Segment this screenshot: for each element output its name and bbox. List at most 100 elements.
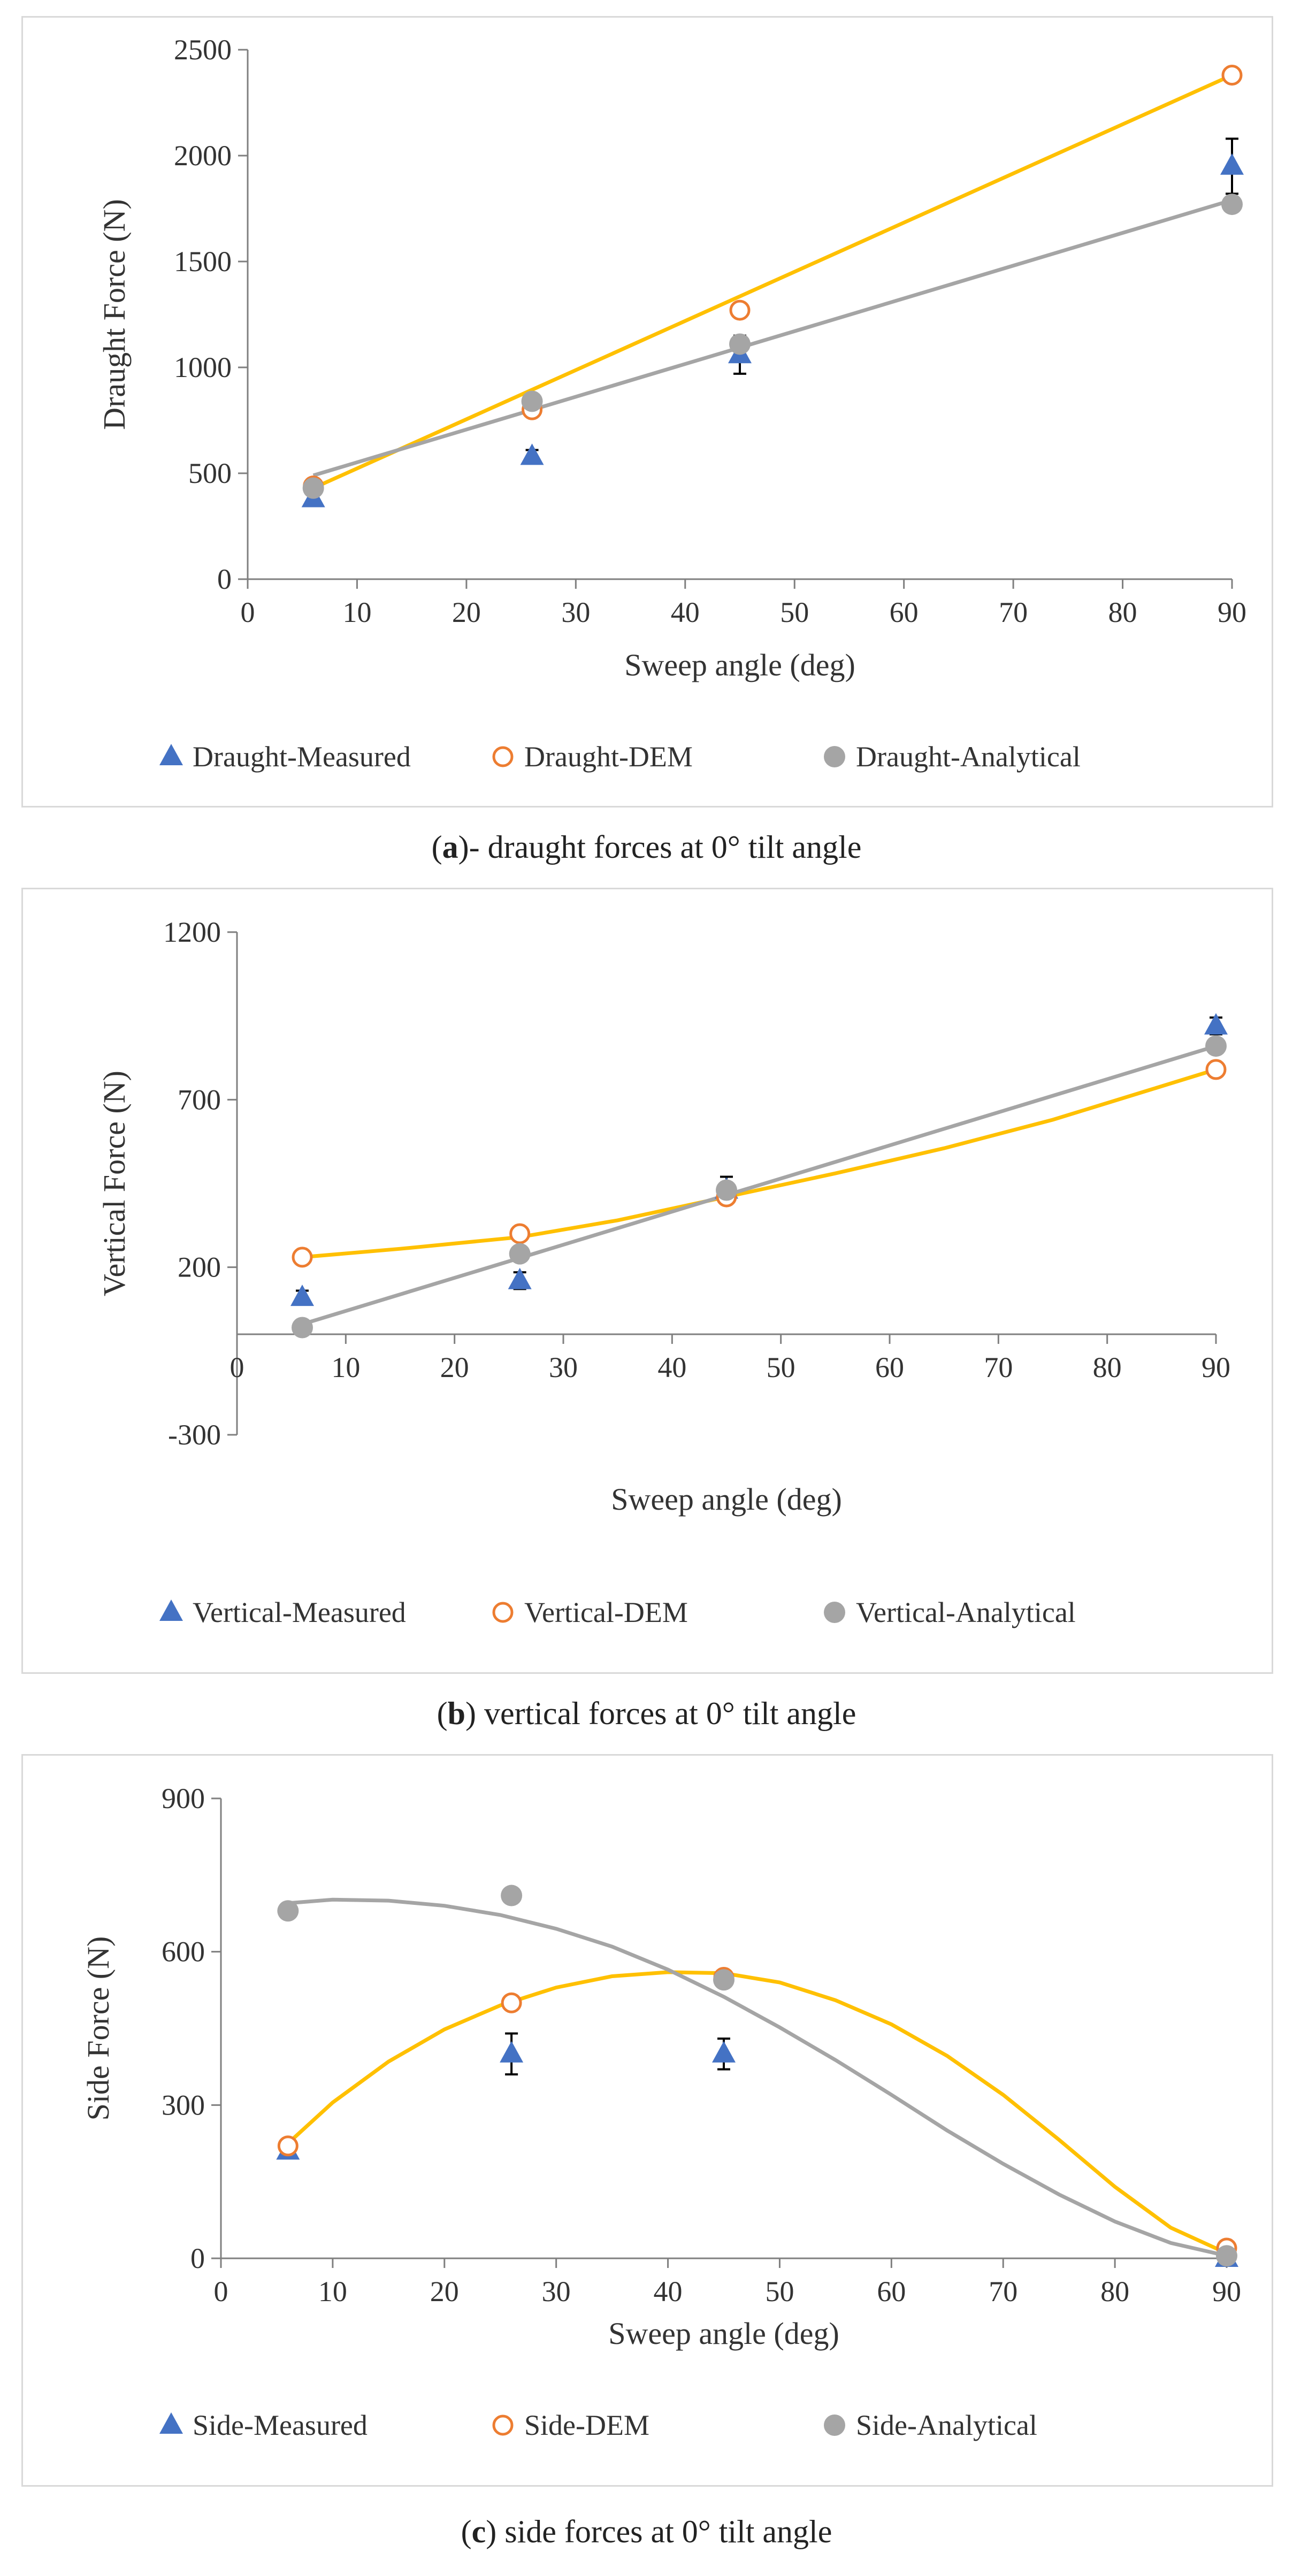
data-point: [1216, 2245, 1237, 2267]
legend-marker: [824, 746, 845, 767]
x-tick-label: 10: [331, 1351, 360, 1383]
x-tick-label: 80: [1093, 1351, 1122, 1383]
trendline: [302, 1067, 1217, 1259]
chart-panel-side: 0 300 600 900 0 10 20 30 40 50 60 70 80 90 Sweep angle…: [21, 1754, 1273, 2487]
legend-marker: [159, 744, 183, 765]
legend-label: Side-DEM: [524, 2409, 649, 2441]
data-point: [508, 1267, 532, 1289]
x-tick-label: 90: [1212, 2275, 1241, 2308]
data-point: [1205, 1059, 1227, 1080]
y-tick-label: 0: [190, 2242, 205, 2274]
x-axis-title: Sweep angle (deg): [608, 2316, 839, 2351]
series-vertical-measured: [290, 1013, 1228, 1306]
legend-marker: [492, 2414, 514, 2436]
x-axis-title: Sweep angle (deg): [624, 648, 855, 682]
data-point: [509, 1223, 531, 1244]
legend-label: Draught-Measured: [193, 741, 411, 773]
data-point: [277, 2135, 299, 2157]
x-tick-label: 40: [671, 596, 700, 628]
x-tick-label: 20: [440, 1351, 469, 1383]
y-tick-label: 1200: [163, 916, 221, 948]
data-point: [501, 1992, 522, 2013]
y-tick-label: 1000: [174, 351, 232, 383]
x-tick-label: 10: [342, 596, 371, 628]
x-tick-label: 90: [1202, 1351, 1230, 1383]
x-tick-label: 70: [984, 1351, 1013, 1383]
legend-label: Draught-Analytical: [856, 741, 1081, 773]
legend-label: Draught-DEM: [524, 741, 693, 773]
series-vertical-analytical: [292, 1035, 1227, 1339]
data-point: [1205, 1035, 1227, 1057]
x-tick-label: 0: [214, 2275, 228, 2308]
trendline: [301, 1044, 1217, 1326]
legend-label: Vertical-Measured: [193, 1596, 406, 1628]
legend-label: Side-Measured: [193, 2409, 368, 2441]
x-tick-label: 90: [1218, 596, 1246, 628]
trendline: [312, 198, 1233, 478]
legend-label: Vertical-Analytical: [856, 1596, 1076, 1628]
x-tick-label: 0: [241, 596, 255, 628]
caption-draught: (a)- draught forces at 0° tilt angle: [431, 829, 862, 865]
chart-panel-draught: 0 500 1000 1500 2000 2500 0 10 20 30 40 50 60 70 80 90 S…: [21, 16, 1273, 808]
x-tick-label: 10: [318, 2275, 347, 2308]
data-point: [501, 1885, 523, 1906]
y-tick-label: 900: [162, 1782, 205, 1814]
y-tick-label: -300: [168, 1419, 221, 1451]
y-tick-label: 600: [162, 1936, 205, 1968]
y-tick-label: 1500: [174, 245, 232, 278]
data-point: [729, 299, 751, 321]
legend-marker: [492, 746, 514, 767]
legend-marker: [824, 2414, 845, 2436]
x-tick-label: 70: [999, 596, 1028, 628]
y-axis-title: Draught Force (N): [97, 199, 132, 430]
data-point: [713, 1969, 735, 1991]
x-tick-label: 50: [765, 2275, 794, 2308]
trendline: [288, 1897, 1227, 2258]
x-tick-label: 40: [654, 2275, 683, 2308]
trendline: [312, 73, 1233, 490]
legend-marker: [824, 1602, 845, 1623]
side-chart: 0 300 600 900 0 10 20 30 40 50 60 70 80 90 Sweep angle…: [81, 1782, 1241, 2441]
series-side-dem: [277, 1966, 1237, 2259]
data-point: [520, 443, 544, 465]
data-point: [729, 333, 751, 355]
x-tick-label: 60: [877, 2275, 906, 2308]
y-axis-title: Vertical Force (N): [97, 1071, 132, 1296]
x-axis-title: Sweep angle (deg): [611, 1482, 842, 1517]
data-point: [1221, 65, 1243, 86]
data-point: [509, 1243, 531, 1265]
data-point: [290, 1285, 314, 1306]
y-tick-label: 700: [178, 1083, 221, 1116]
y-axis-title: Side Force (N): [81, 1936, 116, 2121]
data-point: [292, 1247, 313, 1268]
data-point: [302, 477, 324, 499]
x-tick-label: 50: [767, 1351, 795, 1383]
series-draught-analytical: [302, 194, 1243, 499]
x-tick-label: 0: [230, 1351, 244, 1383]
x-tick-label: 80: [1108, 596, 1137, 628]
x-tick-label: 70: [989, 2275, 1017, 2308]
draught-chart: 0 500 1000 1500 2000 2500 0 10 20 30 40 50 60 70 80 90 S…: [97, 34, 1246, 773]
legend-label: Vertical-DEM: [524, 1596, 688, 1628]
x-tick-label: 20: [430, 2275, 459, 2308]
x-tick-label: 40: [657, 1351, 686, 1383]
data-point: [277, 1900, 299, 1922]
x-tick-label: 30: [549, 1351, 578, 1383]
series-side-measured: [276, 2032, 1238, 2267]
y-tick-label: 200: [178, 1251, 221, 1283]
y-tick-label: 0: [217, 563, 232, 595]
x-tick-label: 80: [1100, 2275, 1129, 2308]
legend-marker: [159, 2412, 183, 2434]
x-tick-label: 60: [890, 596, 919, 628]
legend-marker: [159, 1600, 183, 1621]
data-point: [1221, 194, 1243, 216]
data-point: [712, 2041, 736, 2063]
data-point: [1204, 1013, 1228, 1035]
data-point: [521, 390, 543, 412]
caption-vertical: (b) vertical forces at 0° tilt angle: [437, 1696, 856, 1731]
series-draught-measured: [301, 137, 1244, 507]
series-vertical-dem: [292, 1059, 1227, 1268]
trendline: [286, 1970, 1228, 2255]
legend-label: Side-Analytical: [856, 2409, 1037, 2441]
x-tick-label: 60: [875, 1351, 904, 1383]
